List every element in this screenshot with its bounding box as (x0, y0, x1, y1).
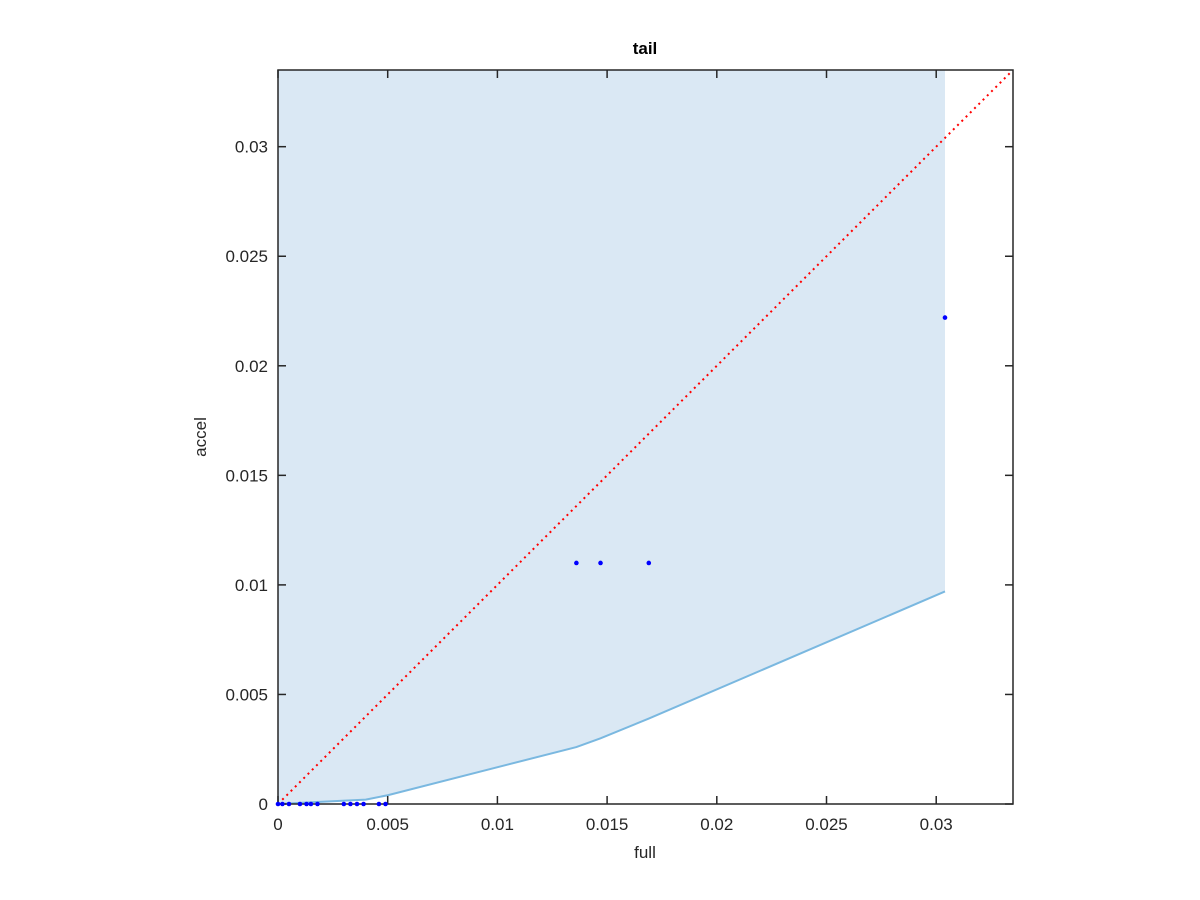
y-tick-label: 0.01 (235, 576, 268, 595)
point (275, 801, 281, 807)
point (286, 801, 292, 807)
x-tick-label: 0.005 (366, 815, 409, 834)
point (280, 801, 285, 807)
point (304, 801, 309, 807)
reference-line (278, 70, 1013, 804)
point (942, 315, 948, 320)
band-area (278, 70, 945, 804)
x-tick-label: 0.01 (481, 815, 514, 834)
y-tick-label: 0.02 (235, 357, 268, 376)
x-tick-label: 0 (273, 815, 282, 834)
y-tick-label: 0.015 (225, 466, 268, 485)
y-tick-label: 0.025 (225, 247, 268, 266)
point (308, 801, 314, 807)
point (348, 801, 353, 807)
y-tick-label: 0.03 (235, 138, 268, 157)
band-lower-line (278, 590, 946, 804)
axes-box (277, 69, 1014, 805)
point (297, 801, 303, 807)
point (598, 560, 603, 566)
plot-area (278, 70, 1013, 804)
point (646, 560, 652, 566)
y-tick-label: 0.005 (225, 685, 268, 704)
point (341, 801, 347, 807)
x-tick-label: 0.02 (700, 815, 733, 834)
chart-title: tail (633, 39, 658, 58)
point (354, 801, 360, 807)
point (361, 801, 366, 807)
x-tick-label: 0.025 (805, 815, 848, 834)
point (383, 801, 388, 807)
x-tick-label: 0.03 (920, 815, 953, 834)
x-tick-label: 0.015 (586, 815, 629, 834)
x-axis-label: full (634, 843, 656, 862)
y-axis-label: accel (191, 417, 210, 457)
y-tick-label: 0 (259, 795, 268, 814)
point (315, 801, 320, 807)
point (376, 801, 382, 807)
point (574, 560, 579, 566)
